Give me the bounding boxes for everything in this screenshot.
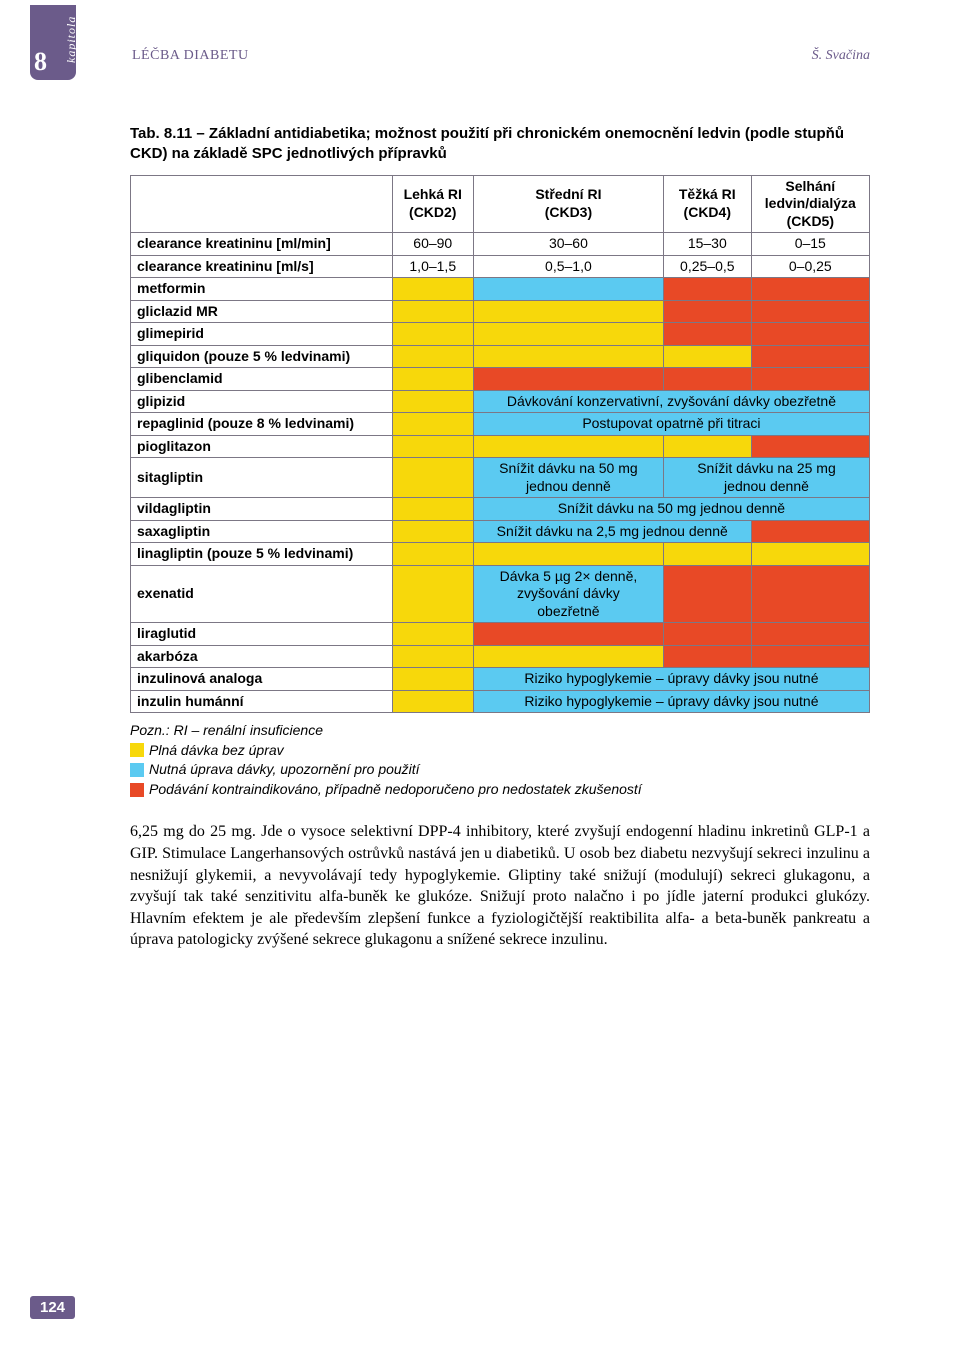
table-row: gliclazid MR <box>131 300 870 323</box>
chapter-tab: kapitola 8 <box>30 5 76 80</box>
table-row: vildagliptin Snížit dávku na 50 mg jedno… <box>131 498 870 521</box>
legend-note: Pozn.: RI – renální insuficience <box>130 721 870 741</box>
table-row: saxagliptin Snížit dávku na 2,5 mg jedno… <box>131 520 870 543</box>
table-row: linagliptin (pouze 5 % ledvinami) <box>131 543 870 566</box>
dosage-table: Lehká RI(CKD2) Střední RI(CKD3) Těžká RI… <box>130 175 870 714</box>
table-row: clearance kreatininu [ml/s] 1,0–1,5 0,5–… <box>131 255 870 278</box>
table-row: repaglinid (pouze 8 % ledvinami) Postupo… <box>131 413 870 436</box>
table-row: exenatid Dávka 5 µg 2× denně, zvyšování … <box>131 565 870 623</box>
col-ckd2: Lehká RI(CKD2) <box>392 175 473 233</box>
table-row: inzulin humánní Riziko hypoglykemie – úp… <box>131 690 870 713</box>
col-ckd5: Selhání ledvin/dialýza (CKD5) <box>751 175 869 233</box>
legend-item-blue: Nutná úprava dávky, upozornění pro použi… <box>130 760 870 780</box>
header-left: LÉČBA DIABETU <box>132 48 249 64</box>
table-row: pioglitazon <box>131 435 870 458</box>
swatch-red-icon <box>130 783 144 797</box>
header-right: Š. Svačina <box>812 48 870 64</box>
table-row: metformin <box>131 278 870 301</box>
swatch-yellow-icon <box>130 743 144 757</box>
table-row: glimepirid <box>131 323 870 346</box>
chapter-label: kapitola <box>64 16 79 63</box>
table-row: sitagliptin Snížit dávku na 50 mgjednou … <box>131 458 870 498</box>
table-row: inzulinová analoga Riziko hypoglykemie –… <box>131 668 870 691</box>
table-caption: Tab. 8.11 – Základní antidiabetika; možn… <box>130 124 870 165</box>
col-ckd3: Střední RI(CKD3) <box>473 175 663 233</box>
table-row: glibenclamid <box>131 368 870 391</box>
legend: Pozn.: RI – renální insuficience Plná dá… <box>130 721 870 799</box>
page-number: 124 <box>30 1296 75 1319</box>
legend-item-red: Podávání kontraindikováno, případně nedo… <box>130 780 870 800</box>
table-row: akarbóza <box>131 645 870 668</box>
table-row: clearance kreatininu [ml/min] 60–90 30–6… <box>131 233 870 256</box>
body-paragraph: 6,25 mg do 25 mg. Jde o vysoce selektivn… <box>130 821 870 951</box>
running-head: LÉČBA DIABETU Š. Svačina <box>130 48 870 64</box>
table-row: gliquidon (pouze 5 % ledvinami) <box>131 345 870 368</box>
table-row: liraglutid <box>131 623 870 646</box>
col-ckd4: Těžká RI(CKD4) <box>663 175 751 233</box>
table-row: glipizid Dávkování konzervativní, zvyšov… <box>131 390 870 413</box>
swatch-blue-icon <box>130 763 144 777</box>
legend-item-yellow: Plná dávka bez úprav <box>130 741 870 761</box>
header-blank <box>131 175 393 233</box>
chapter-number: 8 <box>34 47 47 77</box>
